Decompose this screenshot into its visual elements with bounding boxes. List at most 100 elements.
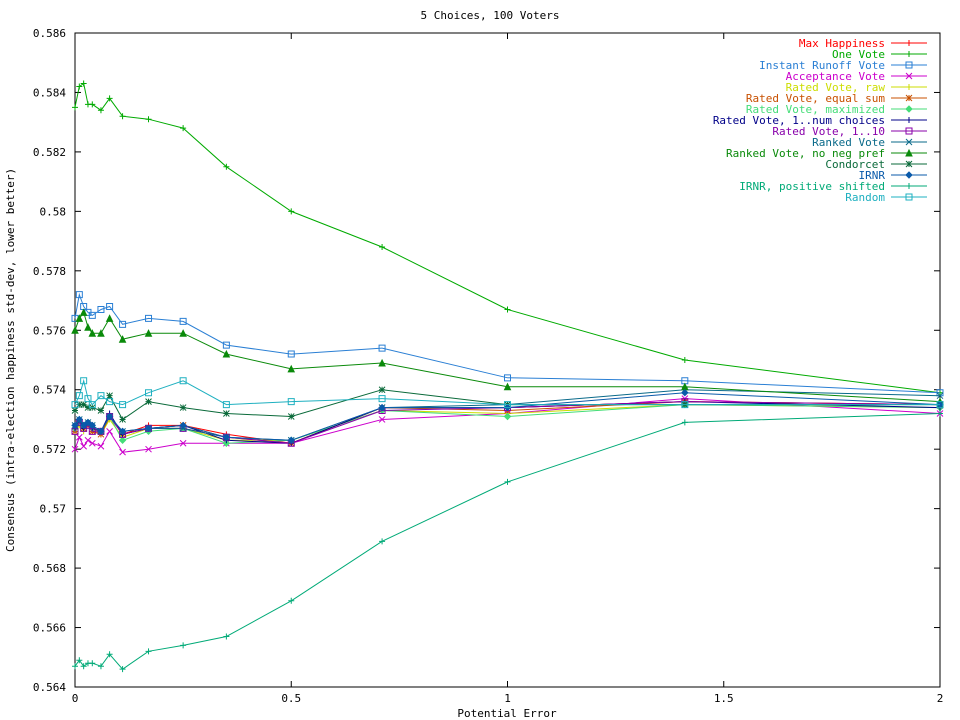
legend-marker	[905, 61, 913, 69]
axis-ticks: 0.564 0.566 0.568 0.57 0.572 0.574 0.576 0.578 0…	[33, 27, 943, 705]
data-point-condorcet	[223, 410, 230, 417]
data-point-acceptance-vote	[88, 439, 96, 447]
y-tick-label: 0.584	[33, 86, 66, 99]
data-point-irnr-positive-shifted	[80, 663, 87, 670]
legend-marker	[905, 171, 913, 179]
legend-item: Acceptance Vote	[786, 70, 927, 83]
legend-marker	[905, 105, 913, 113]
legend-label: One Vote	[832, 48, 885, 61]
data-point-irnr	[88, 421, 97, 430]
data-point-ranked-vote-no-neg-pref	[144, 329, 153, 337]
data-point-irnr-positive-shifted	[106, 651, 113, 658]
legend-item: Rated Vote, raw	[786, 81, 927, 94]
data-point-one-vote	[76, 83, 83, 90]
legend-item: IRNR, positive shifted	[739, 180, 927, 193]
legend-item: Rated Vote, equal sum	[746, 92, 927, 105]
data-point-irnr	[378, 403, 386, 412]
data-point-one-vote	[504, 306, 511, 313]
data-point-irnr-positive-shifted	[223, 633, 230, 640]
data-point-acceptance-vote	[84, 436, 92, 444]
legend-label: Rated Vote, 1..num choices	[713, 114, 885, 127]
data-point-ranked-vote-no-neg-pref	[88, 329, 97, 337]
data-point-instant-runoff-vote	[504, 374, 511, 382]
legend-marker	[905, 72, 913, 80]
data-point-acceptance-vote	[179, 439, 187, 447]
data-point-ranked-vote-no-neg-pref	[179, 329, 187, 337]
data-point-irnr	[79, 421, 88, 430]
data-point-irnr	[681, 388, 689, 397]
data-point-random	[936, 401, 944, 409]
series-one-vote	[72, 80, 943, 396]
data-point-rated-vote-maximized	[503, 412, 512, 421]
data-point-random	[145, 389, 153, 397]
data-point-acceptance-vote	[145, 445, 152, 453]
data-point-ranked-vote-no-neg-pref	[97, 329, 105, 337]
data-point-irnr	[71, 421, 79, 430]
data-point-instant-runoff-vote	[287, 350, 295, 358]
data-point-irnr	[222, 433, 231, 441]
data-point-irnr-positive-shifted	[937, 410, 943, 417]
legend-marker	[905, 193, 913, 201]
data-point-rated-vote-1-10	[145, 424, 153, 432]
data-point-one-vote	[145, 116, 152, 123]
series-line-random	[74, 378, 940, 406]
data-point-irnr-positive-shifted	[180, 642, 187, 649]
legend-item: Ranked Vote	[812, 136, 927, 149]
data-point-instant-runoff-vote	[97, 305, 105, 313]
data-point-random	[106, 398, 114, 406]
legend-label: Condorcet	[825, 158, 885, 171]
data-point-one-vote	[80, 80, 87, 87]
data-point-acceptance-vote	[71, 445, 79, 453]
data-point-one-vote	[379, 244, 386, 251]
data-point-irnr-positive-shifted	[504, 478, 511, 485]
data-point-irnr	[287, 436, 295, 444]
y-tick-label: 0.586	[33, 27, 66, 40]
series-irnr-positive-shifted	[72, 410, 943, 673]
legend-item: Rated Vote, 1..num choices	[713, 114, 927, 127]
series-ranked-vote-no-neg-pref	[71, 308, 944, 406]
y-tick-label: 0.576	[33, 324, 66, 337]
data-point-irnr	[179, 421, 187, 430]
legend-marker	[905, 160, 913, 168]
data-point-rated-vote-1-10	[88, 427, 96, 435]
series-random	[71, 377, 944, 409]
legend-item: Random	[845, 191, 927, 204]
legend-label: Instant Runoff Vote	[759, 59, 885, 72]
data-point-random	[179, 377, 187, 385]
data-point-one-vote	[89, 101, 96, 108]
legend-marker	[906, 51, 912, 57]
data-point-random	[88, 401, 96, 409]
legend-marker	[906, 40, 912, 46]
data-point-condorcet	[145, 398, 152, 405]
data-point-irnr	[84, 418, 92, 427]
data-point-one-vote	[72, 104, 78, 111]
data-point-instant-runoff-vote	[222, 341, 230, 349]
x-axis-label: Potential Error	[457, 707, 557, 720]
data-point-rated-vote-maximized	[118, 436, 127, 444]
data-point-random	[119, 401, 127, 409]
legend-label: Acceptance Vote	[786, 70, 885, 83]
data-point-condorcet	[378, 386, 386, 394]
data-point-random	[71, 401, 79, 409]
data-point-instant-runoff-vote	[378, 344, 386, 352]
data-point-condorcet	[97, 407, 105, 414]
data-point-irnr-positive-shifted	[288, 597, 295, 604]
data-point-ranked-vote-no-neg-pref	[118, 335, 127, 343]
data-point-random	[80, 377, 88, 385]
data-point-irnr-positive-shifted	[119, 666, 126, 673]
legend-item: Rated Vote, maximized	[746, 103, 927, 116]
data-point-random	[75, 392, 83, 400]
data-point-ranked-vote-no-neg-pref	[79, 308, 88, 316]
y-tick-label: 0.57	[40, 503, 67, 516]
data-point-ranked-vote-no-neg-pref	[503, 382, 512, 391]
data-point-one-vote	[223, 163, 230, 170]
legend-marker	[906, 117, 912, 123]
data-point-instant-runoff-vote	[681, 377, 689, 385]
data-point-instant-runoff-vote	[936, 389, 944, 397]
data-point-condorcet	[287, 413, 295, 420]
y-tick-label: 0.566	[33, 622, 66, 635]
data-point-condorcet	[119, 416, 126, 423]
data-point-instant-runoff-vote	[106, 302, 114, 310]
